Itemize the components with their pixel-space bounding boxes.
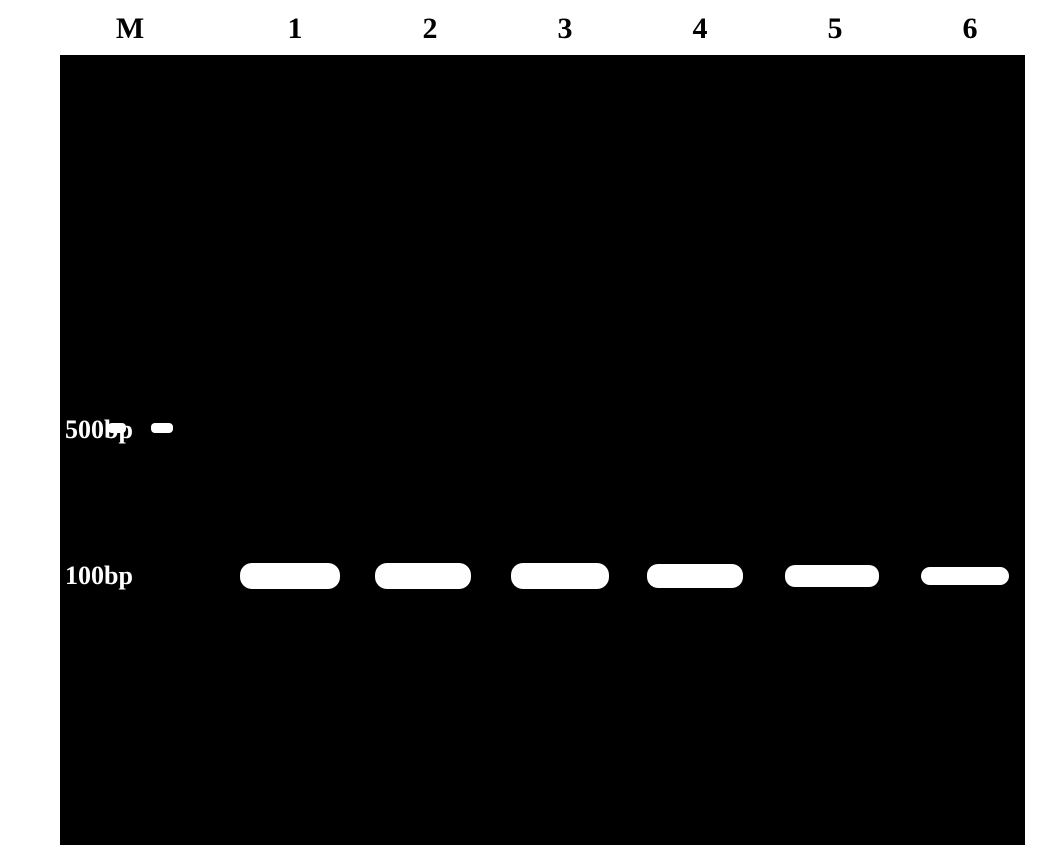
band-lane-6-7 (921, 567, 1009, 585)
lane-labels-row: M 1 2 3 4 5 6 (0, 0, 1040, 60)
band-lane-5-6 (785, 565, 879, 587)
band-lane-M-1 (151, 423, 173, 433)
band-lane-3-4 (511, 563, 609, 589)
size-label-100bp: 100bp (65, 561, 133, 591)
band-lane-1-2 (240, 563, 340, 589)
band-lane-4-5 (647, 564, 743, 588)
band-lane-2-3 (375, 563, 471, 589)
band-lane-M-0 (108, 423, 126, 433)
lane-label-1: 1 (288, 12, 303, 46)
lane-label-6: 6 (963, 12, 978, 46)
lane-label-3: 3 (558, 12, 573, 46)
lane-label-M: M (116, 12, 144, 46)
lane-label-5: 5 (828, 12, 843, 46)
gel-area (60, 55, 1025, 845)
lane-label-4: 4 (693, 12, 708, 46)
lane-label-2: 2 (423, 12, 438, 46)
